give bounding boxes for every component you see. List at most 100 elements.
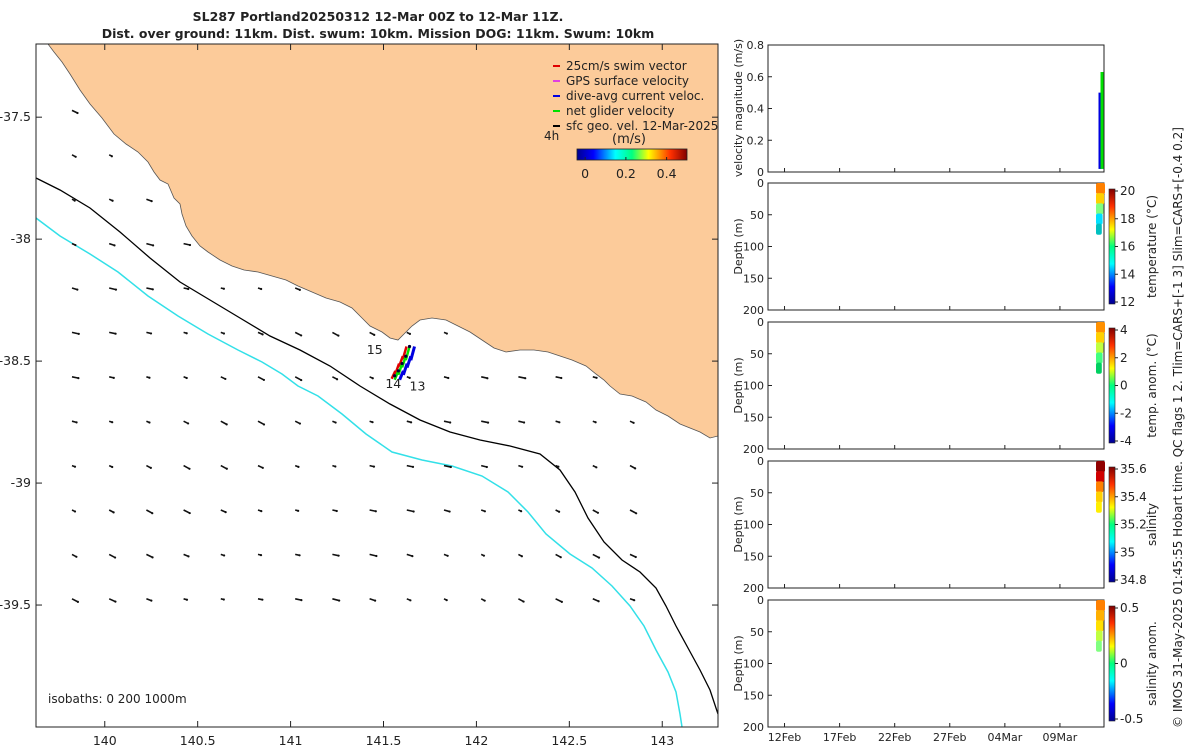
velocity-panel: 0 0.2 0.4 0.6 0.8 velocity magnitude (m/s) (732, 39, 1105, 179)
geo-arrow-head (185, 598, 189, 601)
geo-arrow-head (522, 600, 525, 603)
geo-arrow (109, 287, 117, 291)
map-y-ticks: -37.5 -38 -38.5 -39 -39.5 (0, 109, 718, 612)
geo-arrow-head (222, 598, 225, 601)
geo-arrow-head (225, 423, 228, 426)
legend-label: sfc geo. vel. 12-Mar-2025 (566, 119, 718, 133)
profile-cbar-tick-label: -0.5 (1120, 712, 1143, 726)
geo-arrow-head (372, 465, 376, 468)
profile-cell (1096, 352, 1103, 364)
velocity-tick-label: 0.8 (747, 39, 765, 52)
depth-tick-label: 100 (743, 519, 764, 532)
geo-arrow-head (150, 599, 153, 602)
geo-arrow (555, 598, 563, 603)
depth-ylabel: Depth (m) (732, 496, 745, 552)
geo-arrow-head (374, 599, 377, 602)
depth-tick-label: 0 (757, 594, 764, 607)
geo-arrow (220, 420, 228, 426)
geo-arrow-head (559, 556, 562, 559)
geo-arrow-head (520, 510, 523, 513)
isobath-200m (36, 177, 718, 715)
geo-arrow-head (113, 556, 117, 559)
depth-tick-label: 200 (743, 443, 764, 456)
geo-arrow-head (261, 466, 264, 469)
isobath-1000m (36, 217, 683, 727)
map-xtick-label: 143 (650, 733, 674, 748)
map-xtick-label: 142.5 (551, 733, 587, 748)
geo-arrow (406, 509, 414, 513)
profile-cell (1096, 362, 1102, 374)
track-point (400, 361, 404, 366)
profile-cell (1096, 203, 1104, 215)
geo-arrow-head (557, 465, 560, 468)
track-point (396, 369, 400, 373)
geo-arrow (369, 553, 377, 557)
geo-arrow-head (520, 555, 523, 558)
depth-tick-label: 100 (743, 658, 764, 671)
profile-cell (1096, 501, 1102, 513)
geo-arrow-head (486, 377, 489, 380)
geo-arrow-head (446, 554, 449, 557)
depth-tick-label: 150 (743, 272, 764, 285)
profile-cbar-tick-label: 4 (1120, 323, 1128, 337)
geo-arrow (71, 331, 79, 335)
profile-cbar-tick-label: -4 (1120, 434, 1132, 448)
profile-cbar-tick-label: 20 (1120, 184, 1135, 198)
profile-axes (767, 460, 1105, 589)
isobath-label: isobaths: 0 200 1000m (48, 692, 187, 706)
date-tick-label: 09Mar (1043, 731, 1078, 744)
profile-axes (767, 321, 1105, 450)
geo-arrow-head (224, 377, 227, 381)
geo-arrow-head (521, 465, 524, 468)
geo-arrow-head (558, 421, 561, 424)
geo-arrow (71, 598, 79, 603)
velocity-tick-label: 0.2 (747, 134, 765, 147)
legend-note: 4h (544, 129, 559, 143)
depth-tick-label: 0 (757, 316, 764, 329)
profile-panel-salinity: 0 50 100 150 200 Depth (m) 35.6 35.4 35.2 35 34.8 s… (732, 455, 1159, 595)
profile-cell (1096, 223, 1102, 235)
profile-colorbar (1108, 466, 1116, 583)
geo-arrow-head (524, 377, 527, 380)
geo-arrow-head (485, 465, 488, 469)
profile-cbar-tick-label: 2 (1120, 351, 1128, 365)
profile-panel-temperature: 0 50 100 150 200 Depth (m) 20 18 16 14 12 temperatu… (732, 177, 1159, 317)
profile-axes (767, 599, 1105, 728)
geo-arrow-head (151, 244, 155, 247)
profile-cell (1096, 481, 1104, 493)
geo-arrow (146, 509, 153, 514)
depth-tick-label: 50 (750, 487, 764, 500)
geo-arrow (629, 509, 637, 514)
geo-velocity-arrows (71, 109, 638, 603)
profile-cbar-tick-label: 16 (1120, 240, 1135, 254)
geo-arrow-head (188, 467, 191, 470)
profile-cell (1096, 471, 1105, 483)
geo-arrow-head (447, 376, 450, 380)
geo-arrow-head (371, 421, 374, 424)
profile-colorbar (1108, 327, 1116, 444)
geo-arrow-head (222, 287, 225, 290)
profile-cbar-tick-label: 35.6 (1120, 462, 1147, 476)
hour-label: 13 (410, 378, 426, 393)
geo-arrow-head (151, 512, 154, 515)
profile-axes (767, 182, 1105, 311)
profile-cbar-tick-label: 14 (1120, 267, 1135, 281)
geo-arrow-head (522, 421, 526, 424)
profile-cell (1096, 461, 1105, 473)
date-ticks: 12Feb 17Feb 22Feb 27Feb 04Mar 09Mar (768, 168, 1078, 744)
geo-arrow-head (114, 332, 117, 335)
geo-arrow-head (111, 465, 114, 469)
geo-arrow-head (259, 554, 263, 557)
geo-arrow (443, 464, 451, 468)
geo-arrow (108, 598, 116, 603)
colorbar-ticks: 0 0.2 0.4 (581, 157, 677, 181)
geo-arrow-head (73, 465, 77, 468)
map-ytick-label: -39.5 (0, 597, 31, 612)
geo-arrow-head (187, 555, 190, 558)
geo-arrow-head (110, 155, 113, 158)
depth-tick-label: 200 (743, 582, 764, 595)
geo-arrow-head (597, 556, 601, 559)
geo-arrow (146, 553, 153, 559)
